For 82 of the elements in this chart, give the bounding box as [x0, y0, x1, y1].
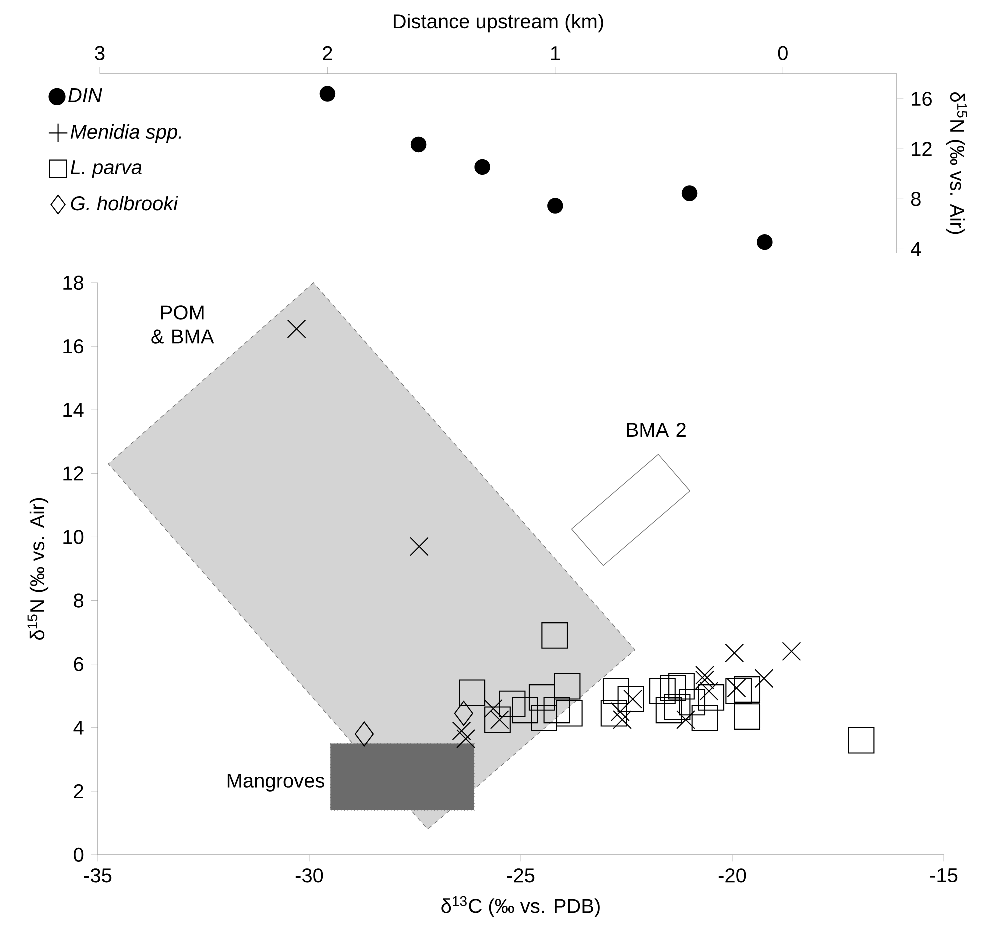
point	[320, 86, 336, 102]
y-tick-label: 18	[64, 276, 84, 290]
point	[454, 701, 474, 726]
legend-label: G. holbrooki	[71, 196, 179, 211]
y-tick-label: 8	[74, 594, 84, 608]
point	[727, 678, 746, 698]
y-tick-label: 2	[74, 784, 84, 798]
point	[474, 159, 490, 176]
point	[554, 673, 581, 700]
point	[676, 710, 696, 730]
point	[656, 697, 682, 724]
x-tick-label: 0	[778, 46, 788, 60]
y-tick-label: 4	[74, 721, 84, 735]
y-tick-label: 10	[64, 530, 84, 544]
point	[459, 680, 486, 706]
legend-label: L. parva	[70, 160, 142, 178]
x-tick-label: -35	[84, 868, 112, 883]
point	[696, 666, 715, 685]
point	[848, 727, 875, 754]
x-tick-label: 1	[551, 46, 560, 60]
point	[610, 702, 630, 722]
point	[548, 198, 564, 214]
legend-label: Menidia spp.	[70, 124, 182, 144]
y-tick-label: 6	[74, 657, 84, 672]
x-axis-title: δ$^{13}$C (‰ vs. PDB)	[442, 896, 600, 918]
point	[410, 537, 429, 556]
point	[725, 644, 744, 663]
point	[700, 682, 719, 701]
y-tick-label: 0	[74, 848, 84, 862]
point	[754, 669, 774, 688]
x-tick-label: -30	[296, 868, 324, 883]
x-tick-label: -15	[930, 868, 958, 883]
point	[354, 722, 374, 747]
point	[679, 689, 706, 716]
point	[544, 697, 570, 724]
point	[484, 706, 511, 734]
point	[734, 676, 761, 703]
point	[528, 684, 556, 711]
y-axis-title: δ$^{15}$N (‰ vs. Air)	[946, 92, 968, 234]
point	[757, 234, 773, 250]
point	[531, 705, 558, 732]
point	[734, 704, 761, 730]
point	[600, 700, 628, 727]
point	[452, 722, 472, 741]
legend-label: DIN	[68, 88, 102, 102]
point	[668, 673, 695, 700]
point	[726, 678, 752, 705]
y-tick-label: 16	[64, 339, 84, 354]
x-axis-title: Distance upstream (km)	[394, 14, 604, 33]
point	[618, 686, 644, 712]
point	[287, 320, 306, 339]
y-axis-title: δ$^{15}$N (‰ vs. Air)	[28, 498, 49, 640]
point	[698, 684, 725, 711]
point	[613, 710, 632, 730]
point	[542, 622, 568, 649]
point	[456, 730, 476, 748]
point	[660, 674, 686, 702]
point	[512, 697, 538, 724]
point	[782, 642, 802, 662]
y-tick-label: 16	[912, 92, 932, 106]
point	[696, 670, 715, 690]
y-tick-label: 4	[911, 242, 922, 256]
point	[650, 678, 676, 705]
y-tick-label: 8	[911, 192, 921, 206]
point	[556, 700, 583, 727]
y-tick-label: 12	[64, 466, 84, 481]
point	[692, 705, 718, 732]
annotation: BMA 2	[627, 423, 686, 437]
point	[624, 690, 643, 709]
annotation: Mangroves	[228, 774, 324, 792]
x-tick-label: 3	[95, 46, 105, 60]
point	[682, 186, 698, 202]
y-tick-label: 14	[64, 403, 84, 417]
x-tick-label: 2	[323, 46, 332, 60]
point	[490, 710, 510, 730]
point	[410, 136, 427, 153]
x-tick-label: -20	[718, 868, 746, 883]
point	[664, 694, 691, 720]
x-tick-label: -25	[507, 868, 535, 883]
annotation: POM & BMA	[152, 306, 214, 344]
point	[602, 678, 630, 705]
y-tick-label: 12	[912, 142, 932, 156]
